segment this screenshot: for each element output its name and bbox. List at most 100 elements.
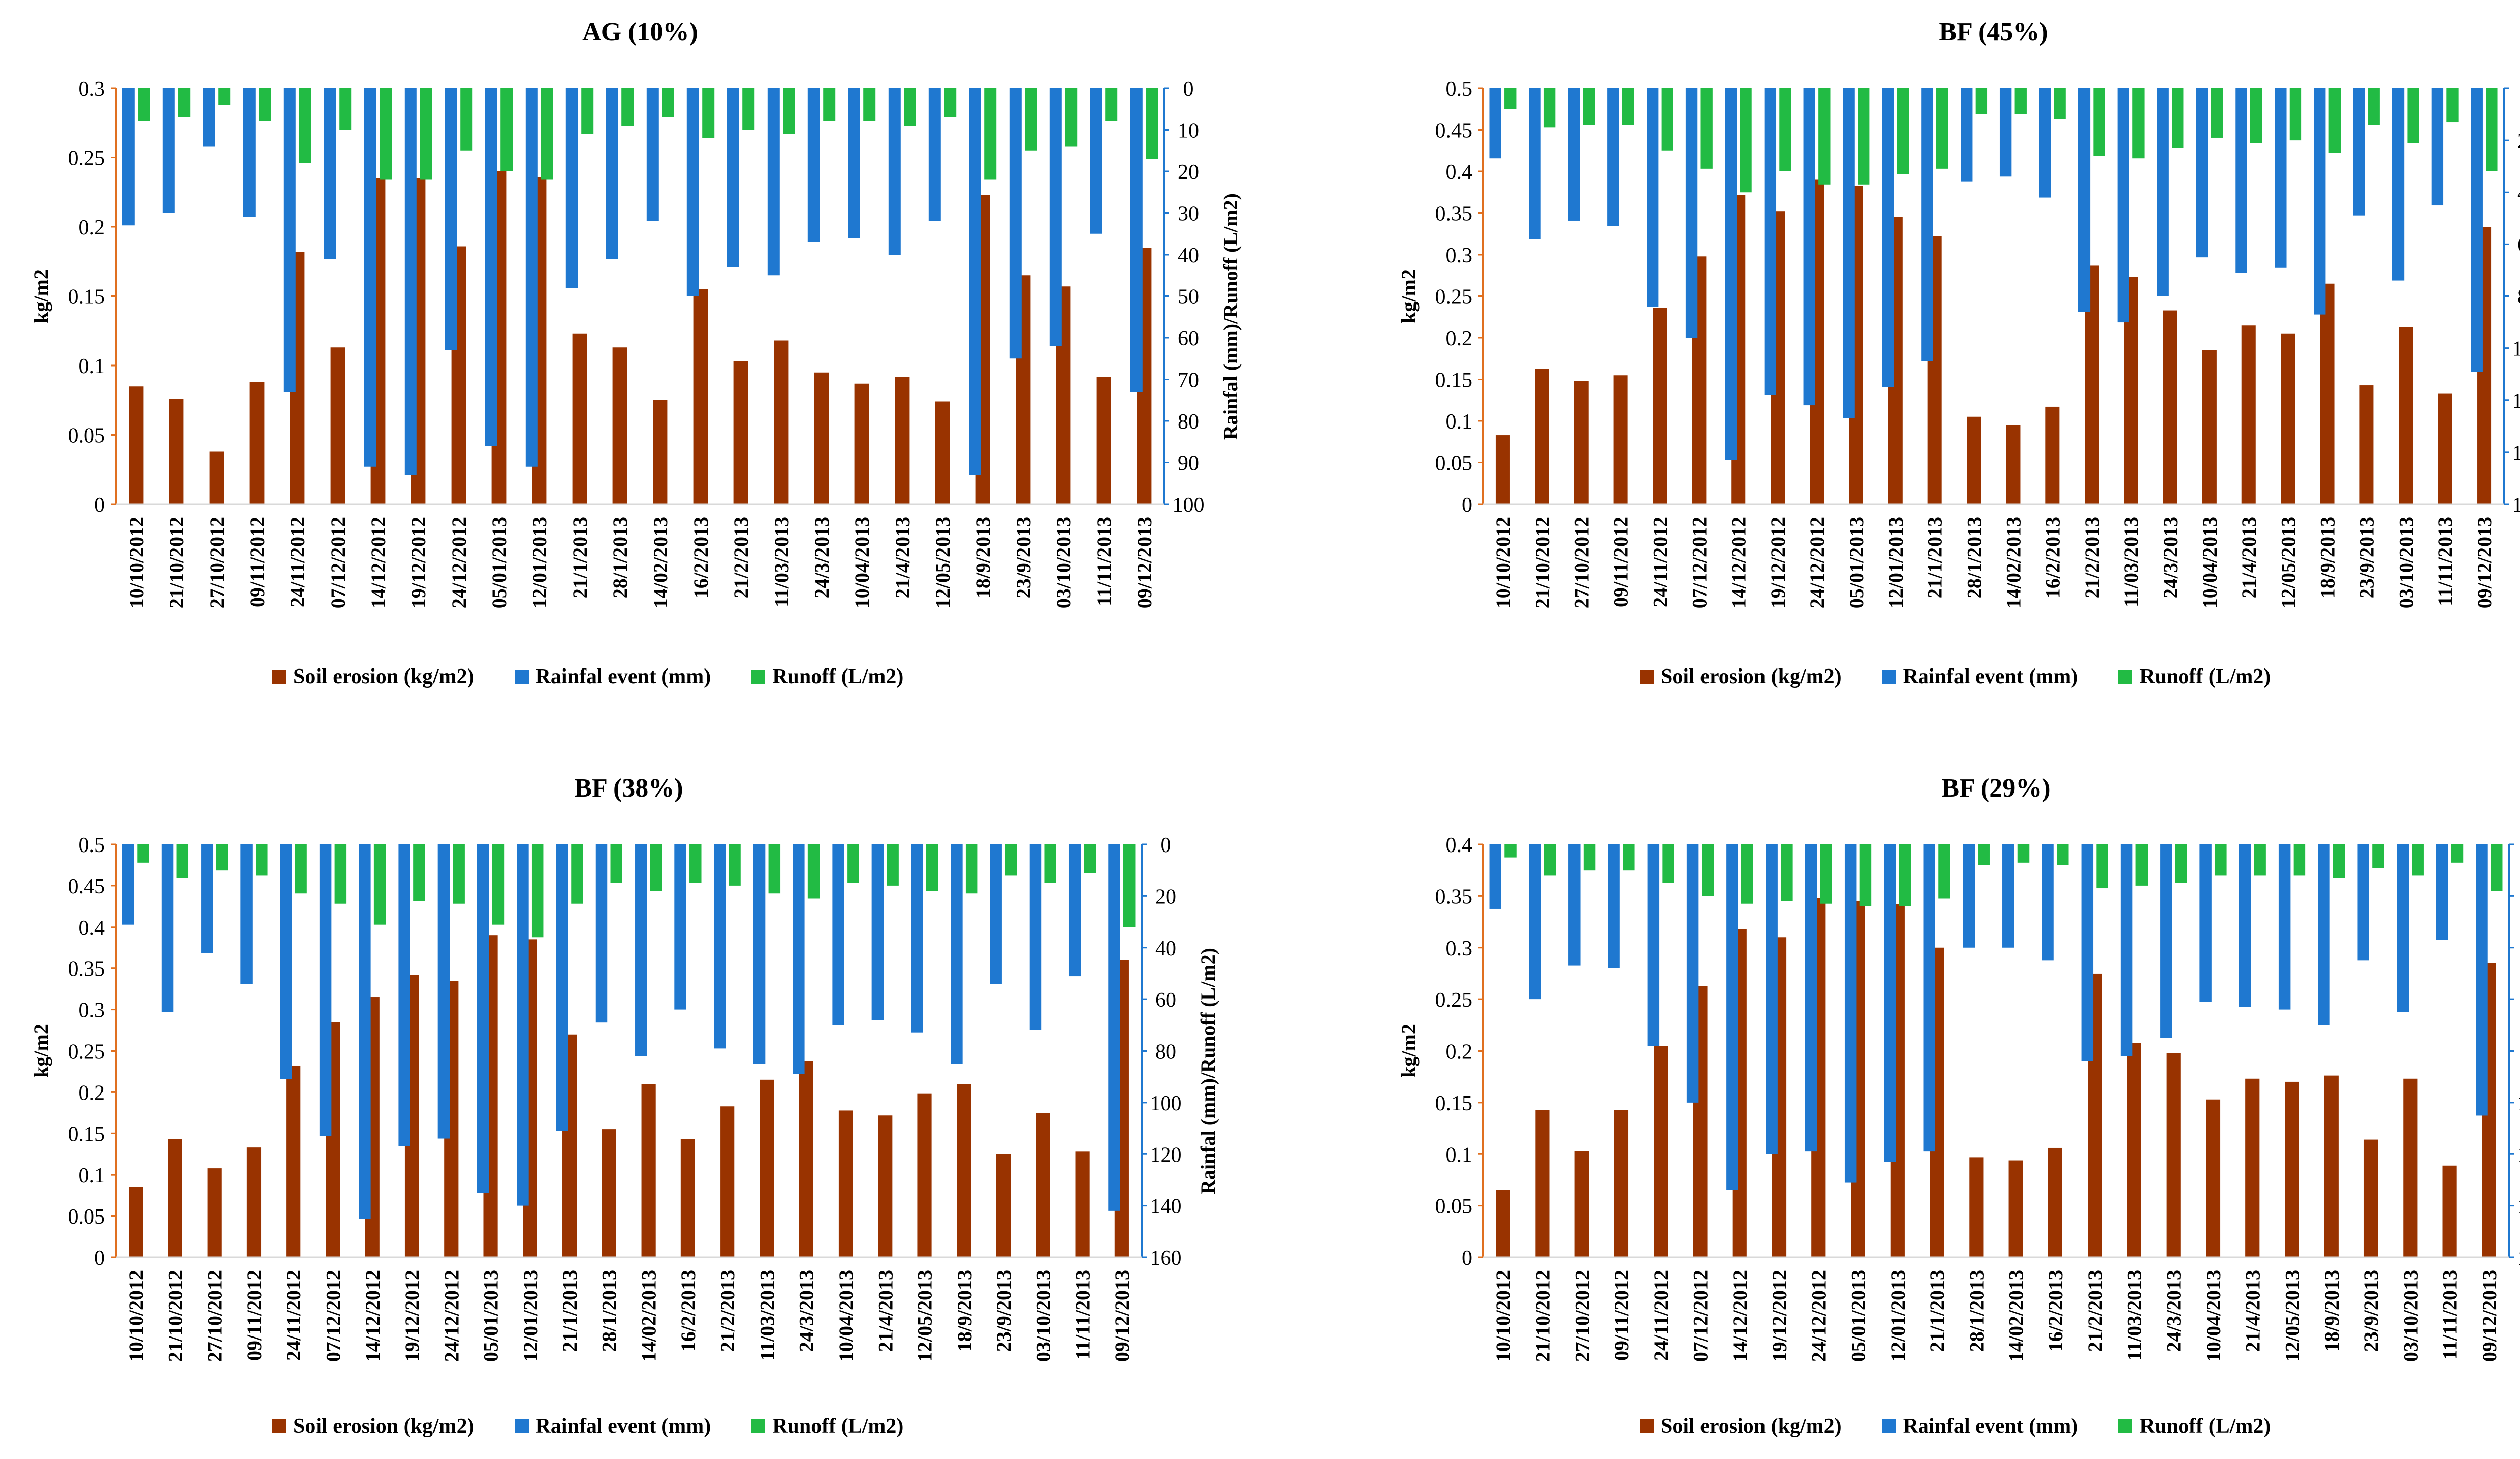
right-tick-label: 120: [1150, 1143, 1182, 1167]
runoff-bar: [2096, 844, 2108, 889]
soil-erosion-bar: [1574, 381, 1589, 504]
legend-label: Soil erosion (kg/m2): [1661, 1415, 1842, 1438]
rainfall-bar: [1568, 88, 1580, 221]
legend-rainfall: Rainfal event (mm): [514, 1414, 711, 1438]
legend-soil-erosion: Soil erosion (kg/m2): [1640, 1414, 1842, 1438]
runoff-bar: [2135, 844, 2148, 886]
x-tick-label: 21/2/2013: [2084, 1270, 2106, 1352]
runoff-bar: [218, 88, 231, 105]
rainfall-bar: [1608, 844, 1620, 968]
left-tick-label: 0.1: [79, 355, 105, 378]
rainfall-bar: [1803, 88, 1815, 406]
x-tick-label: 12/01/2013: [528, 517, 551, 609]
x-tick-label: 18/9/2013: [953, 1270, 976, 1352]
soil-erosion-bar: [2048, 1147, 2062, 1257]
chart-legend: Soil erosion (kg/m2) Rainfal event (mm) …: [272, 1414, 903, 1438]
runoff-bar: [259, 88, 271, 121]
runoff-bar: [1779, 88, 1791, 171]
right-tick-label: 20: [1178, 161, 1199, 184]
runoff-bar: [299, 88, 311, 163]
runoff-bar: [453, 844, 465, 904]
rainfall-bar: [556, 844, 568, 1131]
soil-erosion-bar: [246, 1147, 262, 1257]
soil-erosion-bar: [2127, 1043, 2141, 1257]
x-tick-label: 21/4/2013: [891, 517, 914, 598]
rainfall-bar: [1647, 844, 1660, 1046]
x-tick-label: 14/12/2012: [361, 1270, 384, 1362]
runoff-bar: [137, 844, 149, 863]
x-tick-label: 11/11/2013: [2434, 517, 2456, 606]
soil-erosion-bar: [2245, 1078, 2260, 1257]
x-tick-label: 14/12/2012: [1729, 1270, 1751, 1362]
runoff-bar: [2057, 844, 2069, 865]
x-tick-label: 12/05/2013: [931, 517, 954, 609]
rainfall-bar: [1884, 844, 1896, 1162]
x-tick-label: 03/10/2013: [1032, 1270, 1054, 1362]
y-axis-title: kg/m2: [1397, 1024, 1420, 1078]
legend-label: Runoff (L/m2): [2139, 1415, 2271, 1438]
rainfall-bar: [2039, 88, 2051, 198]
runoff-bar: [729, 844, 741, 886]
soil-erosion-bar: [2363, 1139, 2378, 1257]
runoff-bar: [689, 844, 702, 883]
soil-erosion-bar: [169, 399, 184, 504]
right-tick-label: 160: [2517, 1247, 2520, 1270]
soil-erosion-bar: [2324, 1075, 2339, 1257]
right-tick-label: 40: [1178, 244, 1199, 267]
soil-swatch-icon: [1640, 1419, 1654, 1433]
soil-erosion-bar: [2006, 425, 2021, 504]
soil-erosion-bar: [2166, 1053, 2181, 1257]
x-tick-label: 27/10/2012: [1571, 1270, 1594, 1362]
left-tick-label: 0: [94, 1247, 105, 1270]
right-tick-label: 80: [1155, 1041, 1176, 1064]
rainfall-bar: [319, 844, 332, 1136]
soil-erosion-bar: [838, 1110, 853, 1257]
rainfall-bar: [243, 88, 256, 217]
legend-runoff: Runoff (L/m2): [2118, 664, 2271, 689]
rainfall-bar: [2275, 88, 2287, 268]
runoff-bar: [334, 844, 347, 904]
right-tick-label: 20: [2517, 130, 2520, 153]
runoff-bar: [1818, 88, 1831, 185]
chart-svg-bf-38: BF (38%) 0 0.05 0.1 0.15 0.2 0.25 0.3 0.35 0.4 0.4…: [30, 774, 1219, 1362]
runoff-bar: [1820, 844, 1832, 904]
right-tick-label: 20: [1155, 885, 1176, 908]
chart-panel-bf-29: BF (29%)00.050.10.150.20.250.30.350.4020…: [1312, 730, 2520, 1459]
chart-panel-ag-10: AG (10%) 0 0.05 0.1 0.15 0.2 0.25 0.3 0 10 20 30 40 5…: [0, 0, 1312, 730]
soil-erosion-bar: [693, 289, 708, 504]
x-tick-label: 14/02/2013: [649, 517, 672, 609]
soil-erosion-bar: [2206, 1099, 2221, 1257]
x-tick-label: 23/9/2013: [992, 1270, 1015, 1352]
legend-runoff: Runoff (L/m2): [751, 664, 903, 689]
runoff-swatch-icon: [751, 670, 766, 684]
soil-erosion-bar: [799, 1061, 813, 1257]
runoff-bar: [571, 844, 583, 904]
runoff-bar: [2211, 88, 2223, 138]
soil-erosion-bar: [996, 1154, 1011, 1257]
soil-erosion-bar: [2359, 385, 2374, 504]
x-tick-label: 12/05/2013: [914, 1270, 936, 1362]
runoff-bar: [1065, 88, 1078, 147]
right-tick-label: 160: [1150, 1247, 1182, 1270]
runoff-bar: [1544, 844, 1556, 876]
runoff-bar: [1702, 844, 1714, 896]
runoff-bar: [541, 88, 553, 180]
left-tick-label: 0.25: [1435, 286, 1473, 309]
rainfall-bar: [1843, 88, 1855, 418]
x-tick-label: 12/01/2013: [1886, 1270, 1909, 1362]
rainfall-bar: [1108, 844, 1120, 1211]
x-tick-label: 28/1/2013: [1965, 1270, 1988, 1352]
rainfall-bar: [2392, 88, 2405, 281]
rainfall-bar: [359, 844, 371, 1219]
x-tick-label: 07/12/2012: [1688, 517, 1711, 609]
rainfall-bar: [969, 88, 981, 475]
rainfall-bar: [2353, 88, 2365, 216]
legend-rainfall: Rainfal event (mm): [1881, 1414, 2078, 1438]
x-tick-label: 12/05/2013: [2281, 1270, 2304, 1362]
rainfall-bar: [1685, 88, 1698, 338]
left-tick-label: 0.45: [68, 875, 105, 898]
left-tick-label: 0: [1462, 494, 1472, 517]
x-tick-label: 14/12/2012: [1727, 517, 1750, 609]
runoff-bar: [138, 88, 150, 121]
rainfall-bar: [1686, 844, 1699, 1103]
